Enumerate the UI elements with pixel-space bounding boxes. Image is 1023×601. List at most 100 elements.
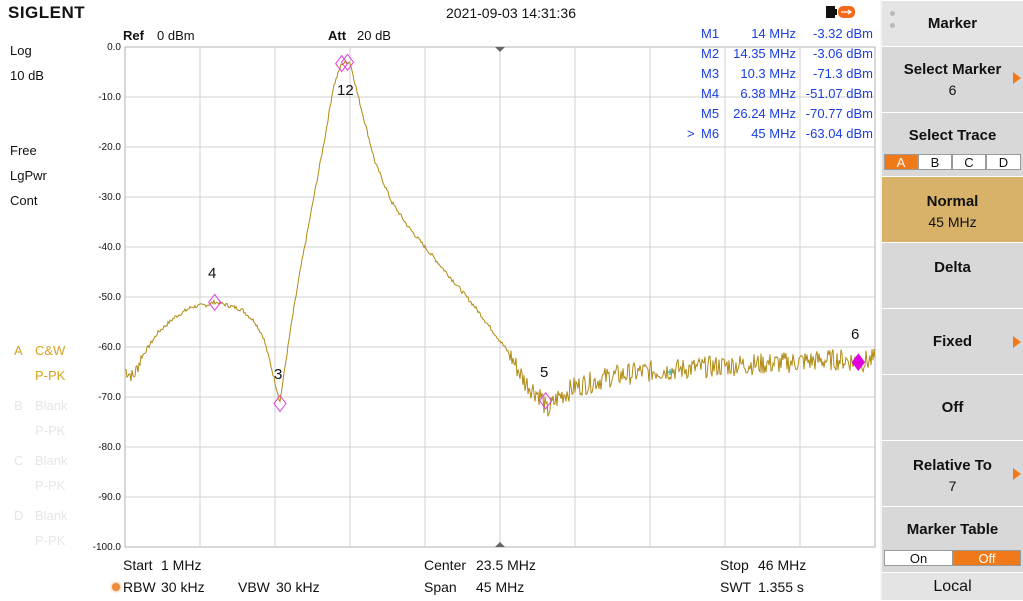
trace-d-detector: P-PK — [35, 533, 66, 548]
select-trace-button[interactable]: Select Trace A B C D — [882, 112, 1023, 176]
trace-a-line — [124, 60, 876, 417]
y-tick-label: 0.0 — [107, 42, 121, 53]
y-tick-label: -10.0 — [98, 92, 121, 103]
att-label: Att — [328, 28, 347, 43]
marker-diamond-icon — [273, 394, 287, 413]
usb-battery-icon — [826, 6, 855, 18]
trace-d-mode: Blank — [35, 508, 68, 523]
grip-dot-icon — [890, 11, 895, 16]
y-tick-label: -50.0 — [98, 292, 121, 303]
fixed-marker-button[interactable]: Fixed — [882, 308, 1023, 374]
relative-to-value: 7 — [948, 478, 957, 494]
center-top-mark-icon — [495, 47, 505, 52]
cursor-cross-icon — [667, 369, 673, 375]
submenu-arrow-icon — [1013, 336, 1021, 348]
trace-b-mode: Blank — [35, 398, 68, 413]
menu-title: Marker — [882, 0, 1023, 46]
marker-label-4: 4 — [208, 265, 216, 282]
local-button[interactable]: Local — [882, 572, 1023, 600]
vbw-value[interactable]: 30 kHz — [276, 579, 320, 595]
marker-off-button[interactable]: Off — [882, 374, 1023, 440]
marker-1-name: M1 — [701, 26, 720, 41]
marker-6-amp: -63.04 dBm — [805, 126, 873, 141]
marker-1-freq: 14 MHz — [751, 26, 796, 41]
trace-c-detector: P-PK — [35, 478, 66, 493]
trigger-mode: Free — [10, 143, 37, 158]
detector-type: LgPwr — [10, 168, 47, 183]
y-axis-ticks: 0.0 -10.0 -20.0 -30.0 -40.0 -50.0 -60.0 -70.0 -8… — [93, 42, 122, 553]
span-value[interactable]: 45 MHz — [476, 579, 525, 595]
relative-to-button[interactable]: Relative To 7 — [882, 440, 1023, 506]
y-tick-label: -90.0 — [98, 492, 121, 503]
scale-div: 10 dB — [10, 68, 44, 83]
marker-diamond-icon — [851, 353, 865, 372]
marker-label-3: 3 — [274, 366, 282, 383]
start-label: Start — [123, 557, 153, 573]
y-tick-label: -80.0 — [98, 442, 121, 453]
y-tick-label: -70.0 — [98, 392, 121, 403]
marker-2-amp: -3.06 dBm — [813, 46, 873, 61]
marker-5-freq: 26.24 MHz — [733, 106, 796, 121]
center-bottom-mark-icon — [495, 542, 505, 547]
start-value[interactable]: 1 MHz — [161, 557, 202, 573]
marker-diamond-icon — [340, 53, 355, 72]
marker-table-off[interactable]: Off — [953, 550, 1021, 566]
trace-b-letter: B — [14, 398, 23, 413]
rbw-auto-indicator-icon — [112, 583, 120, 591]
marker-3-amp: -71.3 dBm — [813, 66, 873, 81]
rbw-label: RBW — [123, 579, 156, 595]
trace-option-b[interactable]: B — [918, 154, 952, 170]
stop-value[interactable]: 46 MHz — [758, 557, 807, 573]
marker-1-amp: -3.32 dBm — [813, 26, 873, 41]
softkey-menu: Marker Select Marker 6 Select Trace A B … — [880, 0, 1023, 600]
center-label: Center — [424, 557, 467, 573]
trace-option-d[interactable]: D — [986, 154, 1021, 170]
selected-marker-indicator: > — [687, 126, 695, 141]
marker-diamond-icon — [335, 54, 349, 73]
ref-label: Ref — [123, 28, 145, 43]
marker-table-on[interactable]: On — [884, 550, 953, 566]
trace-d-letter: D — [14, 508, 24, 523]
marker-6-name: M6 — [701, 126, 720, 141]
delta-marker-button[interactable]: Delta — [882, 242, 1023, 308]
rbw-value[interactable]: 30 kHz — [161, 579, 205, 595]
stop-label: Stop — [720, 557, 749, 573]
marker-4-name: M4 — [701, 86, 720, 101]
marker-3-name: M3 — [701, 66, 720, 81]
marker-table-button[interactable]: Marker Table On Off — [882, 506, 1023, 572]
submenu-arrow-icon — [1013, 72, 1021, 84]
plot-grid — [124, 46, 876, 548]
center-value[interactable]: 23.5 MHz — [476, 557, 536, 573]
scale-type: Log — [10, 43, 32, 58]
marker-5-name: M5 — [701, 106, 720, 121]
submenu-arrow-icon — [1013, 468, 1021, 480]
marker-label-5: 5 — [540, 364, 548, 381]
trace-a-mode: C&W — [35, 343, 66, 358]
select-marker-label: Select Marker — [903, 61, 1002, 78]
marker-label-12: 12 — [337, 82, 354, 99]
marker-glyphs[interactable] — [208, 53, 865, 413]
marker-diamond-icon — [208, 293, 222, 312]
vbw-label: VBW — [238, 579, 270, 595]
normal-marker-button[interactable]: Normal 45 MHz — [882, 176, 1023, 242]
marker-2-freq: 14.35 MHz — [733, 46, 796, 61]
trace-a-letter: A — [14, 343, 23, 358]
spectrum-plot[interactable]: 0.0 -10.0 -20.0 -30.0 -40.0 -50.0 -60.0 -70.0 -8… — [0, 0, 880, 600]
marker-label-6: 6 — [851, 326, 859, 343]
relative-to-label: Relative To — [913, 457, 992, 474]
trace-option-a[interactable]: A — [884, 154, 918, 170]
swt-label: SWT — [720, 579, 752, 595]
y-tick-label: -40.0 — [98, 242, 121, 253]
swt-value[interactable]: 1.355 s — [758, 579, 804, 595]
local-label: Local — [933, 578, 972, 595]
status-bar: SIGLENT 2021-09-03 14:31:36 — [0, 0, 880, 24]
trace-option-c[interactable]: C — [952, 154, 986, 170]
y-tick-label: -20.0 — [98, 142, 121, 153]
select-marker-button[interactable]: Select Marker 6 — [882, 46, 1023, 112]
trace-c-mode: Blank — [35, 453, 68, 468]
marker-4-amp: -51.07 dBm — [805, 86, 873, 101]
att-value: 20 dB — [357, 28, 391, 43]
sweep-mode: Cont — [10, 193, 38, 208]
marker-6-freq: 45 MHz — [751, 126, 796, 141]
fixed-label: Fixed — [932, 333, 973, 350]
